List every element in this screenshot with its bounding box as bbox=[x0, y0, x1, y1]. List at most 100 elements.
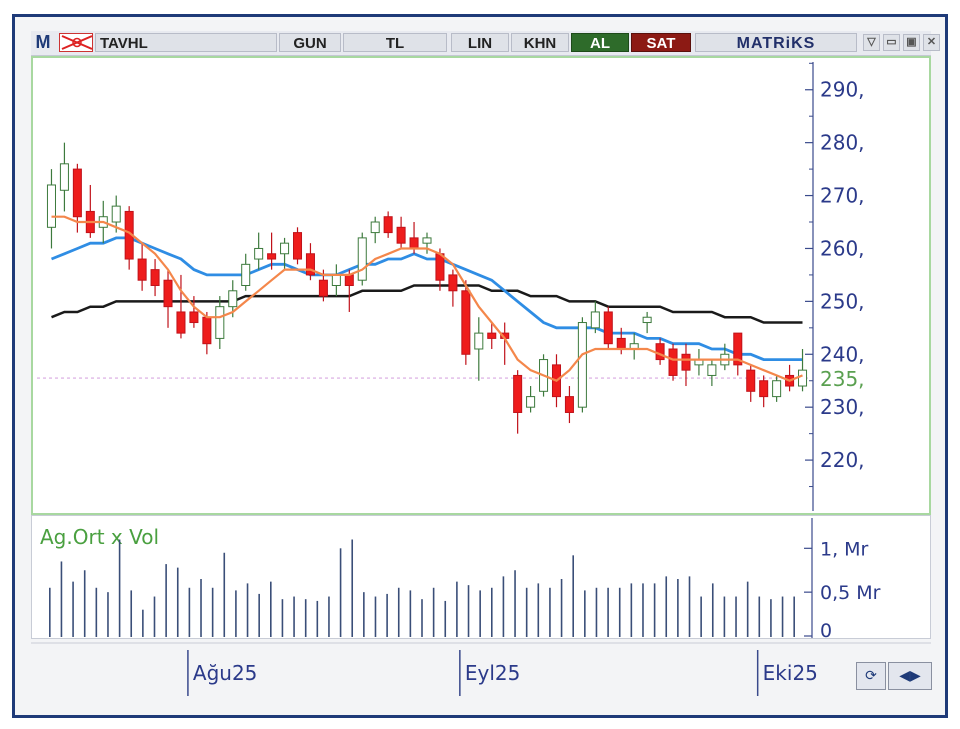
candle bbox=[733, 332, 743, 376]
close-icon[interactable]: ✕ bbox=[923, 34, 940, 51]
time-axis: Ağu25 Eyl25 Eki25 bbox=[31, 642, 931, 696]
candle bbox=[513, 370, 523, 434]
candle bbox=[668, 343, 678, 381]
candle bbox=[370, 216, 380, 244]
candle bbox=[590, 301, 600, 334]
flag-icon[interactable] bbox=[59, 33, 93, 52]
candle bbox=[577, 317, 587, 413]
candle-body bbox=[370, 221, 380, 234]
y-tick-label: 280, bbox=[820, 131, 865, 155]
scale-button[interactable]: LIN bbox=[451, 33, 509, 52]
candle-body bbox=[577, 322, 587, 408]
candle-body bbox=[564, 396, 574, 413]
candle bbox=[85, 184, 95, 238]
candle-body bbox=[526, 396, 536, 408]
time-axis-pane: Ağu25 Eyl25 Eki25 bbox=[31, 642, 931, 696]
candle bbox=[603, 306, 613, 349]
candle-body bbox=[215, 306, 225, 339]
y-tick-label: 260, bbox=[820, 236, 865, 260]
candle-body bbox=[72, 168, 82, 218]
candle-body bbox=[357, 237, 367, 281]
price-chart-pane[interactable]: 290, 280, 270, 260, 250, 240, 230, 220, 235, bbox=[31, 56, 931, 515]
candle bbox=[241, 253, 251, 291]
time-tick-label: Eki25 bbox=[763, 661, 818, 685]
candle bbox=[292, 227, 303, 265]
period-button[interactable]: GUN bbox=[279, 33, 341, 52]
buy-button[interactable]: AL bbox=[571, 33, 629, 52]
sell-button[interactable]: SAT bbox=[631, 33, 691, 52]
candle bbox=[629, 333, 639, 360]
candle-body bbox=[513, 374, 523, 413]
refresh-icon[interactable]: ⟳ bbox=[856, 662, 886, 690]
candle-body bbox=[759, 380, 769, 398]
vol-tick-label: 0 bbox=[820, 620, 832, 638]
candle bbox=[176, 274, 186, 339]
price-chart: 290, 280, 270, 260, 250, 240, 230, 220, 235, bbox=[37, 62, 865, 511]
candle bbox=[487, 322, 497, 349]
candle-body bbox=[798, 369, 808, 387]
candle-body bbox=[383, 216, 393, 234]
maximize-icon[interactable]: ▣ bbox=[903, 34, 920, 51]
candle bbox=[396, 216, 406, 249]
ma-mid-line bbox=[50, 236, 803, 362]
candle-body bbox=[305, 253, 315, 276]
chart-toolbar: M TAVHL GUN TL LIN KHN AL SAT MATRiKS ▽ … bbox=[31, 31, 940, 56]
candle bbox=[46, 169, 56, 249]
time-tick-label: Eyl25 bbox=[465, 661, 520, 685]
candle-body bbox=[176, 311, 186, 334]
candle bbox=[189, 296, 199, 328]
minimize-icon[interactable]: ▭ bbox=[883, 34, 900, 51]
candle-body bbox=[344, 274, 354, 287]
candle-body bbox=[267, 253, 277, 260]
candle bbox=[280, 237, 290, 270]
candle-body bbox=[733, 332, 743, 366]
candle-body bbox=[707, 364, 717, 376]
y-tick-label: 290, bbox=[820, 78, 865, 102]
candle-body bbox=[254, 247, 264, 260]
candle bbox=[694, 348, 704, 376]
candle-body bbox=[202, 316, 212, 345]
candle-body bbox=[435, 253, 445, 281]
vol-tick-label: 1, Mr bbox=[820, 538, 869, 560]
symbol-field[interactable]: TAVHL bbox=[95, 33, 277, 52]
candle-body bbox=[616, 337, 626, 350]
candle bbox=[267, 232, 277, 270]
candle-body bbox=[487, 332, 497, 339]
candle-body bbox=[746, 369, 756, 392]
candle-body bbox=[292, 232, 303, 260]
candle-body bbox=[590, 311, 600, 329]
candle-body bbox=[668, 348, 678, 376]
currency-button[interactable]: TL bbox=[343, 33, 447, 52]
candle-body bbox=[150, 269, 160, 287]
candle bbox=[655, 338, 665, 365]
candle bbox=[642, 311, 652, 334]
candle bbox=[681, 343, 691, 387]
y-tick-label: 220, bbox=[820, 448, 865, 472]
candle-body bbox=[318, 279, 328, 297]
candle-body bbox=[163, 279, 173, 308]
candle bbox=[163, 269, 173, 328]
time-tick-label: Ağu25 bbox=[193, 661, 258, 685]
candle-body bbox=[59, 163, 69, 191]
candle bbox=[772, 375, 782, 402]
candle bbox=[798, 348, 808, 392]
candle bbox=[746, 364, 756, 402]
candle-body bbox=[474, 332, 484, 350]
scroll-arrows-icon[interactable]: ◀▶ bbox=[888, 662, 932, 690]
candle bbox=[59, 142, 69, 212]
candle-body bbox=[603, 311, 613, 345]
candle bbox=[254, 232, 264, 270]
dropdown-icon[interactable]: ▽ bbox=[863, 34, 880, 51]
candle bbox=[331, 264, 341, 297]
volume-pane[interactable]: 1, Mr 0,5 Mr 0 Ag.Ort x Vol bbox=[31, 515, 931, 642]
candle bbox=[474, 317, 484, 381]
candle-body bbox=[228, 290, 238, 308]
candle-body bbox=[461, 290, 471, 355]
candle bbox=[422, 232, 432, 254]
candle bbox=[759, 375, 769, 408]
candle-body bbox=[189, 311, 199, 324]
khn-button[interactable]: KHN bbox=[511, 33, 569, 52]
candle-body bbox=[772, 380, 782, 398]
candle bbox=[202, 311, 212, 355]
candle-body bbox=[241, 263, 251, 286]
